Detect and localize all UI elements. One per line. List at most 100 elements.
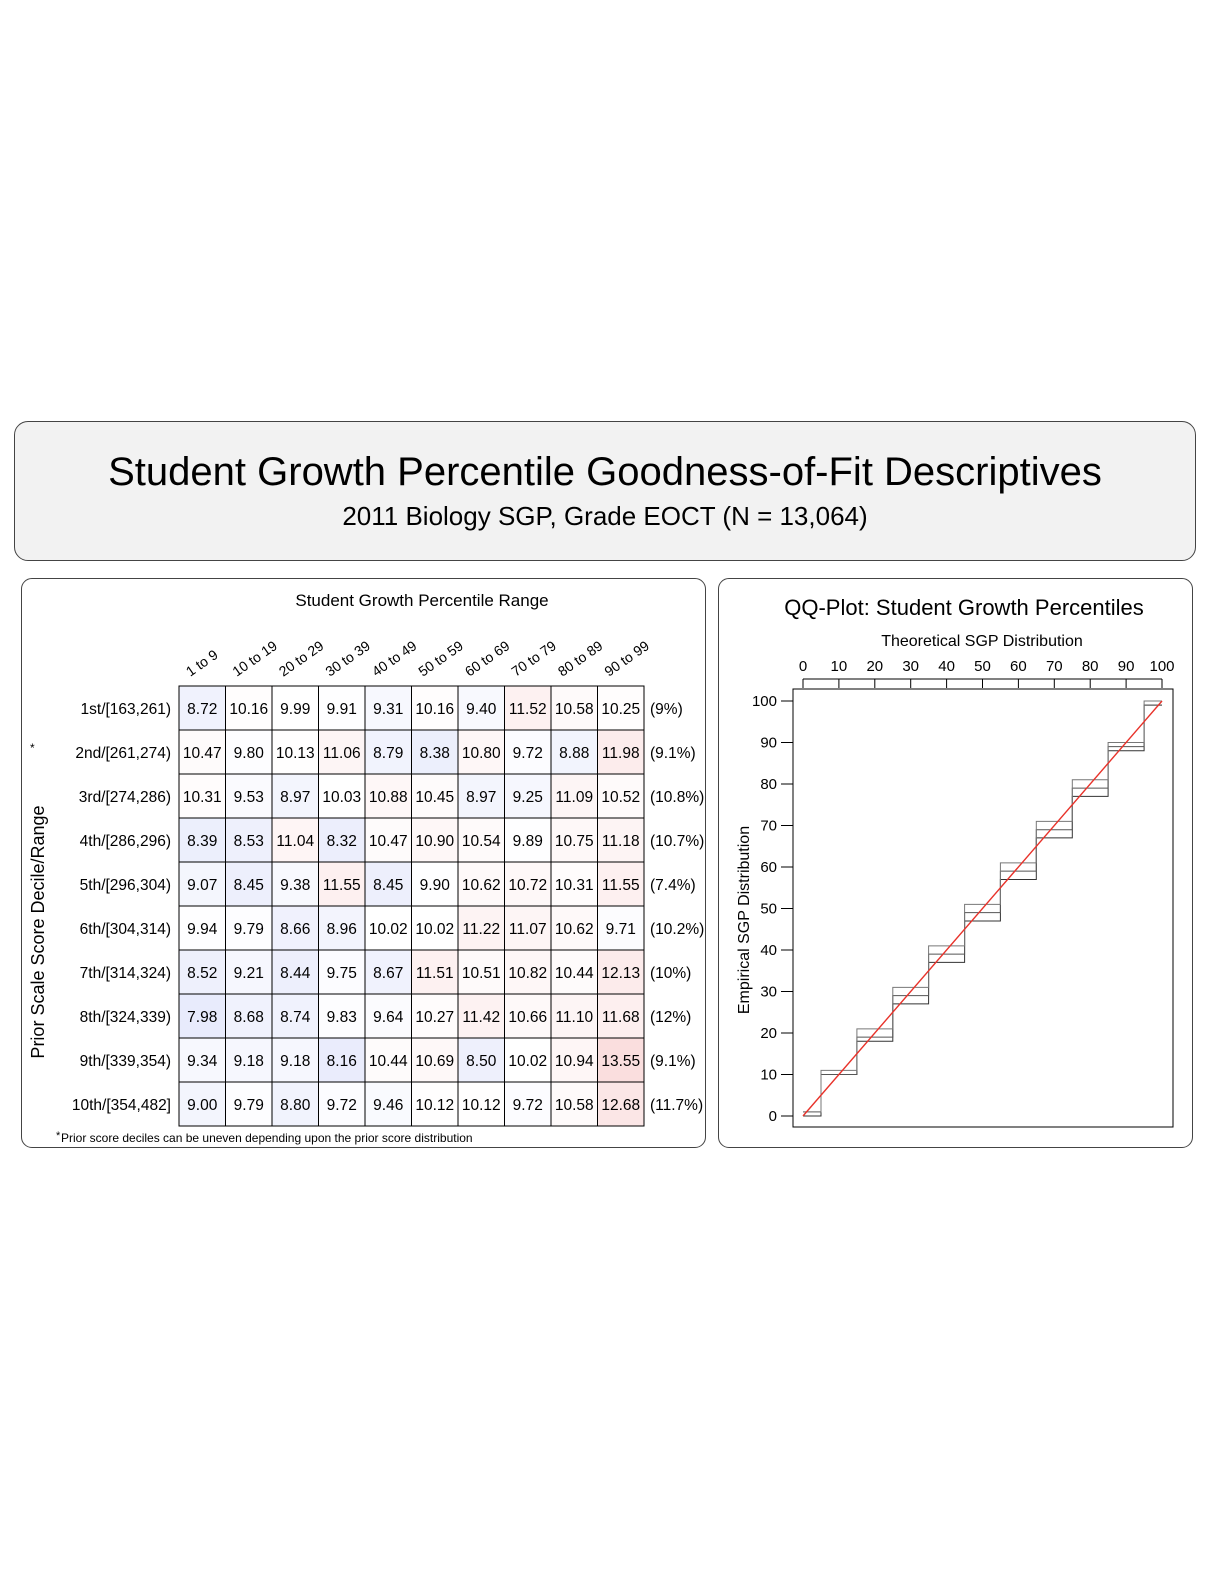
heatmap-cell (225, 685, 273, 731)
heatmap-cell-value: 9.38 (280, 877, 310, 894)
heatmap-cell-value: 10.03 (322, 789, 361, 806)
heatmap-row-percent: (10.8%) (650, 789, 704, 806)
heatmap-cell-value: 9.94 (187, 921, 218, 938)
heatmap-cell-value: 11.55 (602, 877, 640, 894)
heatmap-cell-value: 8.53 (234, 833, 264, 850)
heatmap-cell-value: 9.18 (280, 1053, 310, 1070)
heatmap-cell-value: 8.96 (327, 921, 357, 938)
qq-x-tick-label: 50 (974, 658, 991, 675)
heatmap-row-percent: (11.7%) (650, 1097, 703, 1114)
heatmap-row-percent: (7.4%) (650, 877, 696, 894)
heatmap-row-percent: (10%) (650, 965, 691, 982)
heatmap-cell-value: 10.82 (508, 965, 547, 982)
heatmap-cell (271, 773, 319, 819)
heatmap-row-label: 3rd/[274,286) (79, 789, 171, 806)
heatmap-column-label: 80 to 89 (555, 637, 606, 679)
goodness-of-fit-table-panel: Student Growth Percentile Range 1 to 9 10… (21, 578, 706, 1148)
heatmap-row-label: 8th/[324,339) (80, 1009, 171, 1026)
heatmap-cell-value: 11.18 (602, 833, 640, 850)
heatmap-cell-value: 10.54 (462, 833, 501, 850)
heatmap-cell-value: 8.50 (466, 1053, 497, 1070)
heatmap-cell (550, 905, 598, 951)
heatmap-cell-value: 8.97 (280, 789, 310, 806)
heatmap-cell (318, 905, 366, 951)
heatmap-row-percent: (10.7%) (650, 833, 704, 850)
heatmap-cell-value: 10.27 (415, 1009, 454, 1026)
heatmap-cell (550, 729, 598, 775)
heatmap-cell-value: 9.79 (234, 1097, 264, 1114)
heatmap-cell-value: 9.18 (234, 1053, 264, 1070)
heatmap-cell-value: 11.42 (462, 1009, 500, 1026)
qq-y-tick-label: 20 (760, 1025, 777, 1042)
heatmap-cell-value: 8.52 (187, 965, 217, 982)
heatmap-cell-value: 11.68 (602, 1009, 640, 1026)
heatmap-cell-value: 8.39 (187, 833, 217, 850)
qq-y-tick-label: 0 (769, 1108, 777, 1125)
heatmap-cell-value: 9.64 (373, 1009, 404, 1026)
qq-ylabel: Empirical SGP Distribution (736, 826, 753, 1014)
heatmap-cell (504, 993, 552, 1039)
qq-reference-line (802, 700, 1163, 1117)
heatmap-cell (457, 729, 505, 775)
heatmap-cell-value: 9.53 (234, 789, 264, 806)
qq-y-tick-label: 50 (760, 901, 777, 918)
heatmap-cell (597, 861, 645, 907)
heatmap-row-label: 7th/[314,324) (80, 965, 171, 982)
heatmap-cell (411, 905, 459, 951)
heatmap-cell (597, 1081, 645, 1127)
heatmap-row-percent: (10.2%) (650, 921, 704, 938)
heatmap-cell (597, 1037, 645, 1083)
heatmap-cell-value: 11.10 (555, 1009, 593, 1026)
heatmap-cell (318, 729, 366, 775)
heatmap-cell (225, 861, 273, 907)
heatmap-cell (411, 949, 459, 995)
heatmap-cell (504, 1081, 552, 1127)
heatmap-cell-value: 8.44 (280, 965, 311, 982)
heatmap-cell (271, 993, 319, 1039)
heatmap-row-label: 10th/[354,482] (72, 1097, 171, 1114)
heatmap-cell-value: 10.62 (462, 877, 501, 894)
heatmap-cell-value: 9.25 (513, 789, 543, 806)
heatmap-row-label: 4th/[286,296) (80, 833, 171, 850)
heatmap-row-percent: (9%) (650, 701, 683, 718)
heatmap-cell-value: 10.58 (555, 701, 594, 718)
heatmap-cell-value: 9.46 (373, 1097, 403, 1114)
header-panel: Student Growth Percentile Goodness-of-Fi… (14, 421, 1196, 561)
heatmap-row-label: 1st/[163,261) (81, 701, 171, 718)
heatmap-cell-value: 8.67 (373, 965, 403, 982)
heatmap-column-label: 10 to 19 (229, 637, 280, 679)
heatmap-cell (457, 817, 505, 863)
qq-y-tick-label: 70 (760, 818, 777, 835)
heatmap-cell (271, 1037, 319, 1083)
heatmap-cell-value: 9.90 (420, 877, 451, 894)
heatmap-cell (225, 729, 273, 775)
heatmap-cell-value: 8.45 (373, 877, 403, 894)
heatmap-cell-value: 10.13 (276, 745, 315, 762)
heatmap-cell-value: 10.47 (183, 745, 222, 762)
heatmap-cell (504, 729, 552, 775)
heatmap-cell-value: 11.07 (509, 921, 547, 938)
heatmap-cell (225, 993, 273, 1039)
qq-y-tick-label: 60 (760, 859, 777, 876)
heatmap-cell-value: 9.07 (187, 877, 217, 894)
heatmap-cell (457, 993, 505, 1039)
heatmap-cell-value: 9.72 (513, 745, 543, 762)
heatmap-column-label: 60 to 69 (462, 637, 513, 679)
heatmap-cell (504, 1037, 552, 1083)
heatmap-cell-value: 8.72 (187, 701, 217, 718)
heatmap-cell-value: 10.16 (229, 701, 268, 718)
heatmap-cell (550, 993, 598, 1039)
heatmap-cell-value: 8.45 (234, 877, 264, 894)
heatmap-column-label: 70 to 79 (508, 637, 559, 679)
heatmap-cell (457, 1037, 505, 1083)
heatmap-cell-value: 11.06 (323, 745, 361, 762)
heatmap-cell (318, 993, 366, 1039)
heatmap-column-label: 20 to 29 (276, 637, 327, 679)
heatmap-row-percent: (9.1%) (650, 745, 696, 762)
heatmap-column-label: 40 to 49 (369, 637, 420, 679)
heatmap-cell-value: 9.79 (234, 921, 264, 938)
heatmap-cell (178, 817, 226, 863)
heatmap-cell-value: 8.79 (373, 745, 403, 762)
qq-x-tick-label: 70 (1046, 658, 1063, 675)
heatmap-cell-value: 11.04 (276, 833, 314, 850)
